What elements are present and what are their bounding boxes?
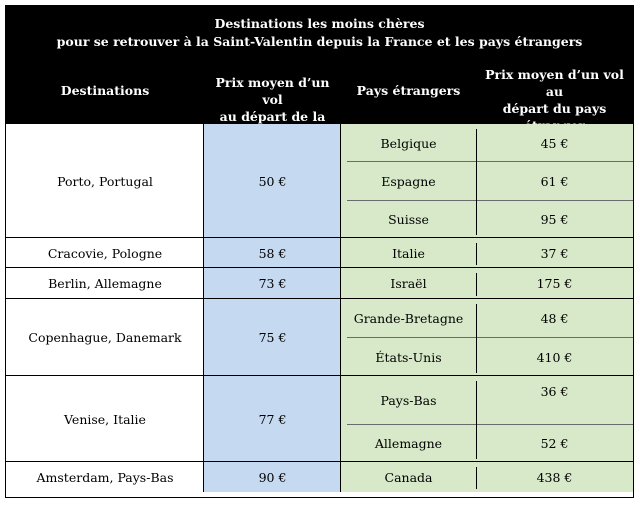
destination-cell: Porto, Portugal [57,173,153,189]
prix-france-cell: 50 € [204,124,341,238]
group-divider [6,237,633,238]
pays-cell: Grande-Bretagne [341,299,476,338]
table-title-line2: pour se retrouver à la Saint-Valentin de… [56,34,583,49]
prix-pays-cell: 48 € [476,299,633,338]
header-destinations: Destinations [60,83,150,98]
table-title-line1: Destinations les moins chères [214,16,425,31]
green-col-divider [476,467,477,489]
col-divider-2 [340,124,341,492]
prix-pays-cell: 52 € [476,425,633,462]
pays-cell: Italie [341,238,476,268]
group-divider [6,267,633,268]
pays-cell: Espagne [341,162,476,201]
row-divider [347,424,633,425]
prix-pays-cell: 37 € [476,238,633,268]
prix-france-cell: 58 € [204,238,341,268]
prix-pays-cell: 438 € [476,462,633,492]
prix-france-cell: 77 € [204,376,341,462]
header-prix-pays-line2: départ du pays [502,101,607,116]
destination-cell: Berlin, Allemagne [48,276,162,291]
table-header: Destinations les moins chères pour se re… [6,6,633,141]
pays-cell: États-Unis [341,338,476,376]
price-table: Destinations les moins chères pour se re… [5,5,634,498]
header-prix-france-line1: Prix moyen d’un vol [215,75,330,107]
prix-pays-cell: 45 € [476,124,633,162]
pays-cell: Belgique [341,124,476,162]
destination-cell: Copenhague, Danemark [28,330,182,345]
row-divider [347,200,633,201]
green-col-divider [476,381,477,459]
prix-france-cell: 75 € [204,299,341,376]
group-divider [6,461,633,462]
destination-cell: Amsterdam, Pays-Bas [36,469,174,485]
row-divider [347,161,633,162]
prix-pays-cell: 95 € [476,201,633,238]
row-divider [347,337,633,338]
pays-cell: Pays-Bas [341,376,476,425]
prix-pays-cell: 61 € [476,162,633,201]
col-divider-1 [203,124,204,492]
pays-cell: Israël [341,268,476,299]
prix-france-cell: 73 € [204,268,341,299]
header-pays-etrangers: Pays étrangers [356,83,461,98]
destination-cell: Venise, Italie [64,411,146,427]
green-col-divider [476,129,477,235]
header-prix-pays-line1: Prix moyen d’un vol au [485,67,624,99]
pays-cell: Canada [341,462,476,492]
prix-pays-cell: 175 € [476,268,633,299]
green-col-divider [476,243,477,265]
prix-pays-cell: 36 € [476,376,633,425]
green-col-divider [476,304,477,373]
group-divider [6,375,633,376]
prix-pays-cell: 410 € [476,338,633,376]
green-col-divider [476,273,477,296]
pays-cell: Suisse [341,201,476,238]
pays-cell: Allemagne [341,425,476,462]
prix-france-cell: 90 € [204,462,341,492]
group-divider [6,298,633,299]
destination-cell: Cracovie, Pologne [47,245,163,261]
